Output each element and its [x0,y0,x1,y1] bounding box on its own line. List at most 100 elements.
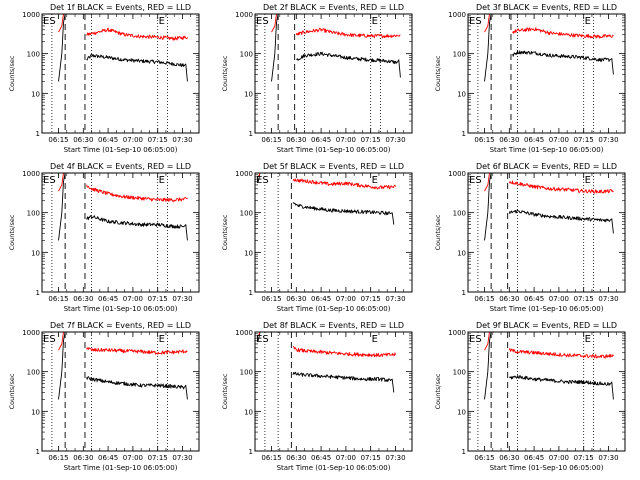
x-axis-title: Start Time (01-Sep-10 06:05:00) [277,305,391,313]
x-tick-label: 06:45 [98,295,118,303]
x-tick-label: 07:15 [148,295,168,303]
marker-e-label: E [372,16,378,27]
x-tick-label: 06:45 [524,295,544,303]
x-tick-label: 06:30 [499,454,519,462]
series-lld-line [292,345,396,358]
y-tick-label: 1000 [22,11,40,19]
y-axis-title: Counts/sec [8,214,16,250]
x-tick-label: 07:00 [123,295,143,303]
panel-title: Det 5f BLACK = Events, RED = LLD [263,162,404,171]
marker-es-label: ES [469,16,482,27]
series-lld-line [484,331,490,351]
panel-title: Det 4f BLACK = Events, RED = LLD [50,162,191,171]
y-tick-label: 100 [453,51,466,59]
marker-es-label: ES [43,175,56,186]
marker-e-label: E [159,334,165,345]
x-axis-title: Start Time (01-Sep-10 06:05:00) [490,305,604,313]
series-lld-line [257,172,261,178]
y-tick-label: 10 [244,90,253,98]
x-tick-label: 06:45 [311,295,331,303]
x-tick-label: 06:15 [261,454,281,462]
y-tick-label: 1 [462,448,466,456]
y-tick-label: 1 [462,130,466,138]
series-lld-line [86,347,188,355]
marker-e-label: E [585,16,591,27]
series-lld-line [508,180,614,194]
y-axis-title: Counts/sec [434,55,442,91]
x-tick-label: 06:45 [98,136,118,144]
x-tick-label: 07:15 [574,136,594,144]
plot-frame [254,172,413,293]
y-tick-label: 1 [36,130,40,138]
series-lld-line [257,331,261,337]
x-tick-label: 06:15 [474,454,494,462]
x-tick-label: 06:45 [311,454,331,462]
marker-e-label: E [585,175,591,186]
series-lld-line [271,13,277,33]
y-tick-label: 1000 [235,11,253,19]
x-axis-title: Start Time (01-Sep-10 06:05:00) [277,146,391,154]
x-tick-label: 07:00 [336,136,356,144]
marker-es-label: ES [469,175,482,186]
series-events-line [86,215,188,241]
series-events-line [271,13,279,82]
marker-e-label: E [159,175,165,186]
marker-es-label: ES [256,16,269,27]
series-events-line [58,172,66,241]
x-tick-label: 06:15 [261,136,281,144]
panel-det-3: Det 3f BLACK = Events, RED = LLD 1 10 100 10… [434,3,626,154]
x-tick-label: 06:15 [474,295,494,303]
panel-det-7: Det 7f BLACK = Events, RED = LLD 1 10 100 10… [8,321,200,472]
x-tick-label: 06:15 [474,136,494,144]
panel-det-1: Det 1f BLACK = Events, RED = LLD 1 10 100 10… [8,3,200,154]
series-events-line [58,13,66,82]
x-tick-label: 07:00 [549,454,569,462]
y-tick-label: 10 [31,249,40,257]
y-tick-label: 10 [457,90,466,98]
series-events-line [296,51,401,78]
x-tick-label: 06:30 [286,136,306,144]
x-tick-label: 07:15 [361,454,381,462]
x-tick-label: 06:45 [524,454,544,462]
y-tick-label: 100 [240,210,253,218]
series-lld-line [58,13,64,33]
x-tick-label: 07:00 [336,295,356,303]
series-events-line [86,53,188,82]
marker-es-label: ES [43,334,56,345]
series-lld-line [292,178,396,190]
x-tick-label: 06:30 [286,454,306,462]
panel-title: Det 2f BLACK = Events, RED = LLD [263,3,404,12]
x-tick-label: 07:15 [361,295,381,303]
y-axis-title: Counts/sec [8,55,16,91]
x-tick-label: 07:00 [549,295,569,303]
x-tick-label: 07:30 [598,136,618,144]
x-tick-label: 07:30 [172,454,192,462]
marker-e-label: E [372,334,378,345]
x-tick-label: 07:30 [385,295,405,303]
x-tick-label: 07:00 [549,136,569,144]
y-tick-label: 1 [249,289,253,297]
x-axis-title: Start Time (01-Sep-10 06:05:00) [490,464,604,472]
plot-frame [467,13,626,134]
x-tick-label: 07:30 [385,454,405,462]
y-tick-label: 100 [27,369,40,377]
plot-frame [254,13,413,134]
series-events-line [292,371,395,393]
x-tick-label: 07:30 [598,454,618,462]
y-tick-label: 10 [31,90,40,98]
x-tick-label: 06:45 [524,136,544,144]
series-events-line [58,331,66,400]
series-lld-line [86,184,188,203]
series-lld-line [512,27,614,39]
x-tick-label: 07:30 [172,295,192,303]
y-tick-label: 100 [453,210,466,218]
marker-e-label: E [372,175,378,186]
panel-det-5: Det 5f BLACK = Events, RED = LLD 1 10 100 10… [221,162,413,313]
x-tick-label: 06:45 [98,454,118,462]
y-axis-title: Counts/sec [221,373,229,409]
marker-e-label: E [159,16,165,27]
x-axis-title: Start Time (01-Sep-10 06:05:00) [490,146,604,154]
y-tick-label: 1000 [22,170,40,178]
x-axis-title: Start Time (01-Sep-10 06:05:00) [64,146,178,154]
